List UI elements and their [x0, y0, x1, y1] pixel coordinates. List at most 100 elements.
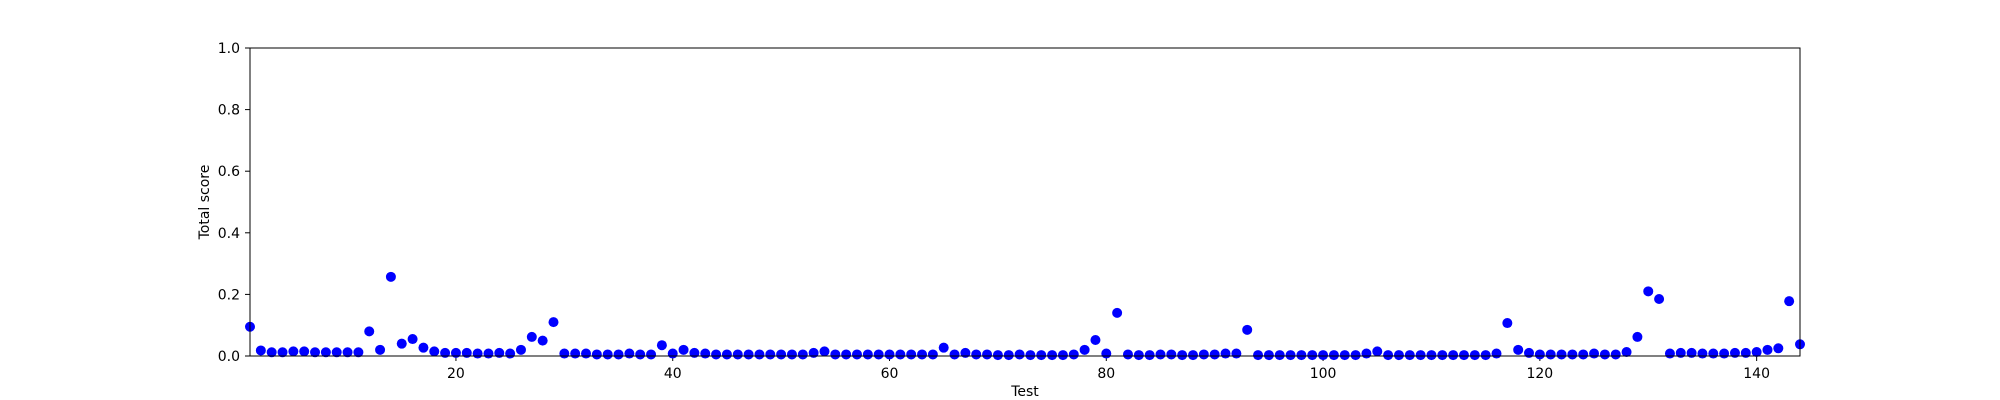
data-point — [830, 349, 841, 360]
data-point — [320, 347, 331, 358]
data-point — [808, 347, 819, 358]
data-point — [1350, 350, 1361, 361]
data-point — [1751, 346, 1762, 357]
data-point — [884, 349, 895, 360]
data-point — [1458, 350, 1469, 361]
data-point — [938, 342, 949, 353]
data-point — [461, 347, 472, 358]
data-point — [450, 347, 461, 358]
data-point — [1599, 349, 1610, 360]
data-point — [1198, 349, 1209, 360]
data-point — [1318, 350, 1329, 361]
data-point — [1188, 350, 1199, 361]
data-point — [1285, 350, 1296, 361]
data-point — [1773, 343, 1784, 354]
data-point — [689, 347, 700, 358]
data-point — [1513, 344, 1524, 355]
data-point — [1437, 350, 1448, 361]
data-point — [992, 350, 1003, 361]
x-axis-label: Test — [1010, 384, 1039, 400]
x-tick-label: 100 — [1310, 366, 1337, 382]
data-point — [1274, 350, 1285, 361]
data-point — [1361, 348, 1372, 359]
data-point — [851, 349, 862, 360]
data-point — [732, 349, 743, 360]
data-point — [797, 349, 808, 360]
data-point — [960, 347, 971, 358]
ticks-layer: 20 40 60 80 100 120 140 0.0 0.2 0.4 0.6 0.8 1.0 — [218, 41, 1770, 382]
data-point — [548, 317, 559, 328]
data-point — [1112, 307, 1123, 318]
data-point — [591, 349, 602, 360]
x-tick-label: 60 — [881, 366, 899, 382]
data-point — [1068, 349, 1079, 360]
data-point — [255, 345, 266, 356]
data-point — [1729, 347, 1740, 358]
data-point — [407, 334, 418, 345]
data-point — [602, 349, 613, 360]
data-point — [927, 349, 938, 360]
data-point — [1133, 350, 1144, 361]
data-point — [971, 349, 982, 360]
data-point — [277, 347, 288, 358]
data-point — [505, 348, 516, 359]
data-point — [1664, 348, 1675, 359]
data-point — [1524, 347, 1535, 358]
data-point — [342, 347, 353, 358]
data-point — [1740, 347, 1751, 358]
plot-frame — [249, 47, 1801, 357]
data-point — [1578, 349, 1589, 360]
data-point — [1545, 349, 1556, 360]
x-tick-label: 20 — [447, 366, 465, 382]
data-point — [1122, 349, 1133, 360]
y-tick-label: 0.6 — [218, 164, 240, 180]
data-point — [288, 346, 299, 357]
data-point — [1307, 350, 1318, 361]
data-point — [1708, 348, 1719, 359]
y-tick-label: 1.0 — [218, 41, 240, 57]
data-point — [310, 347, 321, 358]
data-point — [364, 326, 375, 337]
data-point — [494, 347, 505, 358]
data-point — [862, 349, 873, 360]
data-point — [613, 349, 624, 360]
data-point — [581, 348, 592, 359]
data-point — [1697, 348, 1708, 359]
data-point — [1328, 350, 1339, 361]
data-point — [1263, 350, 1274, 361]
y-tick-label: 0.0 — [218, 349, 240, 365]
data-point — [711, 349, 722, 360]
data-point — [982, 349, 993, 360]
data-point — [721, 349, 732, 360]
data-point — [1643, 286, 1654, 297]
data-point — [743, 349, 754, 360]
data-point — [353, 347, 364, 358]
data-point — [1686, 347, 1697, 358]
data-point — [1654, 294, 1665, 305]
data-point — [1762, 344, 1773, 355]
data-point — [440, 347, 451, 358]
data-point — [1036, 350, 1047, 361]
data-point — [559, 348, 570, 359]
data-point — [667, 348, 678, 359]
data-point — [1784, 296, 1795, 307]
data-point — [515, 344, 526, 355]
y-tick-label: 0.8 — [218, 103, 240, 119]
data-point — [1047, 350, 1058, 361]
data-point — [1632, 331, 1643, 342]
data-point — [1415, 350, 1426, 361]
data-point — [375, 344, 386, 355]
y-tick-label: 0.2 — [218, 287, 240, 303]
data-point — [331, 347, 342, 358]
data-point — [895, 349, 906, 360]
data-point — [266, 347, 277, 358]
data-point — [1090, 334, 1101, 345]
data-point — [1480, 350, 1491, 361]
data-point — [841, 349, 852, 360]
y-axis-label: Total score — [197, 165, 213, 241]
data-point — [819, 346, 830, 357]
data-point — [1057, 350, 1068, 361]
points-layer — [245, 271, 1805, 361]
